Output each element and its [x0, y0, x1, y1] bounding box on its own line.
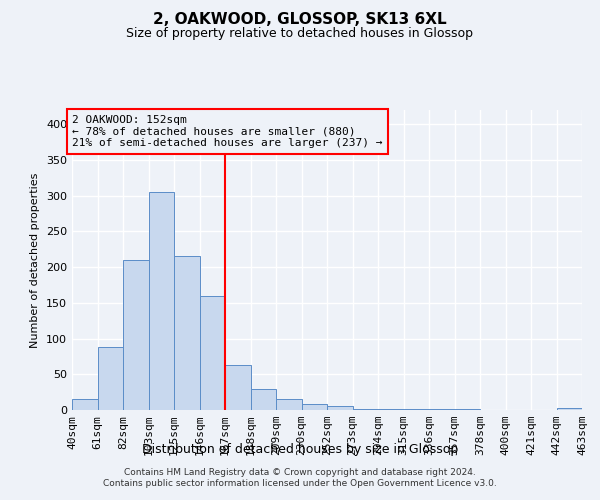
Bar: [72, 400, 97, 410]
Bar: [557, 408, 582, 410]
Text: Distribution of detached houses by size in Glossop: Distribution of detached houses by size …: [142, 442, 458, 456]
Text: 2, OAKWOOD, GLOSSOP, SK13 6XL: 2, OAKWOOD, GLOSSOP, SK13 6XL: [153, 12, 447, 28]
Bar: [225, 365, 251, 410]
Bar: [302, 404, 327, 410]
Bar: [378, 408, 404, 410]
Bar: [97, 347, 123, 410]
Bar: [149, 192, 174, 410]
Bar: [123, 260, 149, 410]
Bar: [199, 296, 225, 410]
Bar: [353, 408, 378, 410]
Bar: [327, 406, 353, 410]
Text: Contains HM Land Registry data © Crown copyright and database right 2024.
Contai: Contains HM Land Registry data © Crown c…: [103, 468, 497, 487]
Bar: [251, 388, 276, 410]
Text: Size of property relative to detached houses in Glossop: Size of property relative to detached ho…: [127, 28, 473, 40]
Text: 2 OAKWOOD: 152sqm
← 78% of detached houses are smaller (880)
21% of semi-detache: 2 OAKWOOD: 152sqm ← 78% of detached hous…: [72, 115, 383, 148]
Bar: [174, 256, 199, 410]
Y-axis label: Number of detached properties: Number of detached properties: [31, 172, 40, 348]
Bar: [276, 398, 302, 410]
